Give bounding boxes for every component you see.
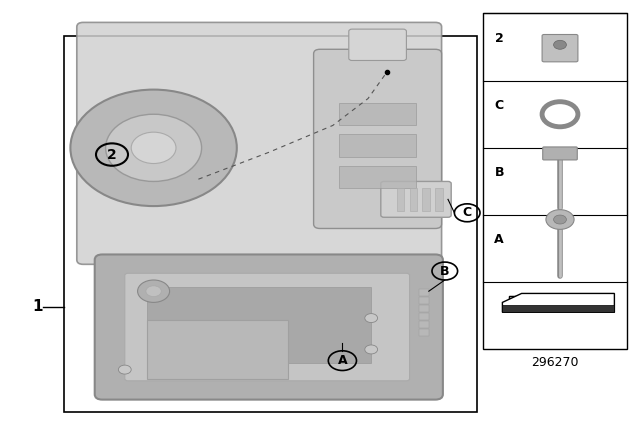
- Text: A: A: [337, 354, 348, 367]
- FancyBboxPatch shape: [125, 273, 410, 381]
- Bar: [339, 166, 416, 188]
- Text: 1: 1: [32, 299, 42, 314]
- FancyBboxPatch shape: [95, 254, 443, 400]
- Bar: [410, 188, 417, 211]
- Text: 296270: 296270: [531, 356, 579, 370]
- Circle shape: [106, 114, 202, 181]
- Bar: [339, 103, 416, 125]
- FancyBboxPatch shape: [543, 147, 577, 160]
- Bar: [419, 289, 429, 296]
- Bar: [397, 188, 404, 211]
- Bar: [419, 297, 429, 304]
- Text: A: A: [494, 233, 504, 246]
- Bar: [339, 134, 416, 157]
- Polygon shape: [509, 296, 611, 311]
- FancyBboxPatch shape: [349, 29, 406, 60]
- Polygon shape: [502, 293, 614, 312]
- FancyBboxPatch shape: [542, 34, 578, 62]
- Bar: [483, 13, 627, 349]
- Bar: [422, 188, 430, 211]
- FancyBboxPatch shape: [314, 49, 442, 228]
- Circle shape: [554, 215, 566, 224]
- Circle shape: [365, 345, 378, 354]
- Polygon shape: [509, 296, 538, 311]
- Circle shape: [118, 365, 131, 374]
- Bar: [435, 188, 443, 211]
- Text: C: C: [495, 99, 504, 112]
- Circle shape: [554, 40, 566, 49]
- Circle shape: [138, 280, 170, 302]
- Bar: [419, 329, 429, 336]
- Polygon shape: [502, 305, 614, 312]
- FancyBboxPatch shape: [381, 181, 451, 217]
- Circle shape: [146, 286, 161, 297]
- Text: B: B: [440, 264, 449, 278]
- Bar: [147, 287, 371, 363]
- Text: B: B: [495, 166, 504, 179]
- Circle shape: [70, 90, 237, 206]
- FancyBboxPatch shape: [77, 22, 442, 264]
- Bar: [147, 320, 288, 379]
- Circle shape: [365, 314, 378, 323]
- Bar: [419, 321, 429, 328]
- Bar: [419, 313, 429, 320]
- Bar: [419, 305, 429, 312]
- Text: 2: 2: [495, 31, 504, 45]
- Text: C: C: [463, 206, 472, 220]
- Circle shape: [546, 210, 574, 229]
- Circle shape: [131, 132, 176, 164]
- Text: 2: 2: [107, 147, 117, 162]
- Bar: [64, 36, 477, 412]
